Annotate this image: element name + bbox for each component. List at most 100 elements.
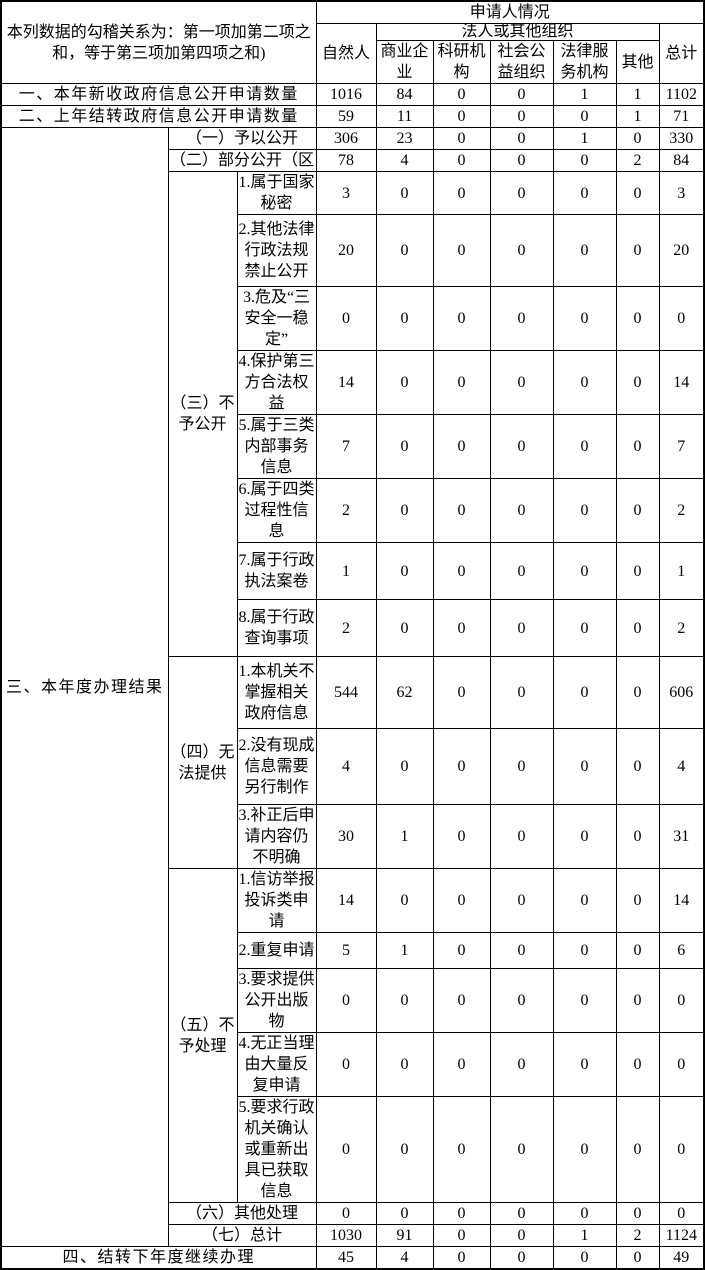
- value-cell: 0: [375, 350, 434, 415]
- value-cell: 0: [489, 932, 554, 969]
- header-total: 总计: [658, 23, 705, 84]
- value-cell: 0: [432, 542, 491, 600]
- value-cell: 0: [552, 868, 617, 933]
- value-cell: 1: [615, 83, 660, 106]
- value-cell: 4: [658, 728, 705, 805]
- value-cell: 0: [552, 728, 617, 805]
- table-row: 4.无正当理由大量反复申请 0 0 0 0 0 0 0: [1, 1032, 705, 1097]
- value-cell: 84: [658, 149, 705, 172]
- value-cell: 0: [615, 656, 660, 729]
- value-cell: 71: [658, 105, 705, 128]
- row-label-new-requests-this-year: 一、本年新收政府信息公开申请数量: [0, 83, 317, 106]
- item-label-info-not-held: 1.本机关不掌握相关政府信息: [236, 656, 317, 729]
- value-cell: 0: [489, 599, 554, 657]
- value-cell: 1: [375, 804, 434, 869]
- value-cell: 0: [489, 127, 554, 150]
- item-label-endanger-security-stability: 3.危及“三安全一稳定”: [236, 286, 317, 351]
- value-cell: 0: [489, 414, 554, 479]
- value-cell: 0: [552, 478, 617, 543]
- value-cell: 0: [615, 1096, 660, 1203]
- value-cell: 0: [375, 1096, 434, 1203]
- header-other: 其他: [615, 40, 660, 84]
- value-cell: 0: [432, 599, 491, 657]
- value-cell: 0: [432, 728, 491, 805]
- value-cell: 0: [552, 214, 617, 287]
- value-cell: 0: [315, 968, 377, 1033]
- value-cell: 78: [315, 149, 377, 172]
- value-cell: 0: [552, 171, 617, 215]
- value-cell: 0: [552, 1032, 617, 1097]
- value-cell: 0: [552, 1246, 617, 1270]
- value-cell: 330: [658, 127, 705, 150]
- value-cell: 1: [375, 932, 434, 969]
- value-cell: 0: [489, 968, 554, 1033]
- value-cell: 0: [658, 1096, 705, 1203]
- value-cell: 0: [489, 728, 554, 805]
- item-label-petition-complaint-requests: 1.信访举报投诉类申请: [236, 868, 317, 933]
- value-cell: 0: [315, 286, 377, 351]
- value-cell: 0: [432, 286, 491, 351]
- row-label-other-processing: （六）其他处理: [167, 1202, 317, 1225]
- value-cell: 0: [615, 350, 660, 415]
- item-label-third-party-rights: 4.保护第三方合法权益: [236, 350, 317, 415]
- item-label-prohibited-by-law: 2.其他法律行政法规禁止公开: [236, 214, 317, 287]
- value-cell: 0: [432, 478, 491, 543]
- item-label-still-unclear-after-correction: 3.补正后申请内容仍不明确: [236, 804, 317, 869]
- value-cell: 0: [375, 728, 434, 805]
- item-label-needs-separate-creation: 2.没有现成信息需要另行制作: [236, 728, 317, 805]
- value-cell: 0: [432, 1032, 491, 1097]
- value-cell: 0: [432, 1202, 491, 1225]
- value-cell: 14: [658, 868, 705, 933]
- table-row: 5.属于三类内部事务信息 7 0 0 0 0 0 7: [1, 414, 705, 479]
- value-cell: 306: [315, 127, 377, 150]
- table-row: 四、结转下年度继续办理 45 4 0 0 0 0 49: [0, 1246, 705, 1270]
- value-cell: 0: [658, 286, 705, 351]
- row-label-partial-disclosure: （二）部分公开（区: [167, 149, 317, 172]
- table-row: 自然人 法人或其他组织 总计: [1, 23, 705, 84]
- value-cell: 20: [315, 214, 377, 287]
- value-cell: 0: [552, 968, 617, 1033]
- value-cell: 0: [375, 542, 434, 600]
- value-cell: 0: [432, 1096, 491, 1203]
- value-cell: 1: [658, 542, 705, 600]
- value-cell: 0: [375, 1202, 434, 1225]
- table-row: （三）不予公开 1.属于国家秘密 3 0 0 0 0 0 3: [1, 171, 705, 657]
- table-row: 2.没有现成信息需要另行制作 4 0 0 0 0 0 4: [1, 728, 705, 805]
- value-cell: 0: [432, 214, 491, 287]
- value-cell: 0: [552, 105, 617, 128]
- value-cell: 0: [432, 350, 491, 415]
- value-cell: 0: [615, 414, 660, 479]
- value-cell: 1124: [658, 1224, 705, 1247]
- value-cell: 0: [489, 478, 554, 543]
- value-cell: 7: [658, 414, 705, 479]
- table-row: 二、上年结转政府信息公开申请数量 59 11 0 0 0 1 71: [0, 105, 705, 128]
- value-cell: 0: [432, 932, 491, 969]
- header-applicant-situation: 申请人情况: [315, 0, 705, 24]
- header-natural-person: 自然人: [315, 23, 377, 84]
- value-cell: 0: [489, 105, 554, 128]
- value-cell: 2: [615, 149, 660, 172]
- value-cell: 0: [552, 804, 617, 869]
- value-cell: 4: [315, 728, 377, 805]
- value-cell: 0: [432, 149, 491, 172]
- value-cell: 84: [375, 83, 434, 106]
- item-label-massive-repeated-requests: 4.无正当理由大量反复申请: [236, 1032, 317, 1097]
- value-cell: 544: [315, 656, 377, 729]
- value-cell: 0: [315, 1202, 377, 1225]
- value-cell: 0: [489, 214, 554, 287]
- value-cell: 0: [615, 1246, 660, 1270]
- header-legal-or-other-org: 法人或其他组织: [375, 23, 660, 41]
- group-label-not-processed: （五）不予处理: [167, 868, 238, 1203]
- value-cell: 1016: [315, 83, 377, 106]
- value-cell: 0: [432, 105, 491, 128]
- value-cell: 0: [375, 1032, 434, 1097]
- item-label-state-secret: 1.属于国家秘密: [236, 171, 317, 215]
- value-cell: 0: [375, 171, 434, 215]
- value-cell: 0: [315, 1032, 377, 1097]
- header-research-institution: 科研机构: [432, 40, 491, 84]
- value-cell: 0: [615, 286, 660, 351]
- value-cell: 0: [615, 868, 660, 933]
- value-cell: 0: [658, 1202, 705, 1225]
- value-cell: 0: [375, 414, 434, 479]
